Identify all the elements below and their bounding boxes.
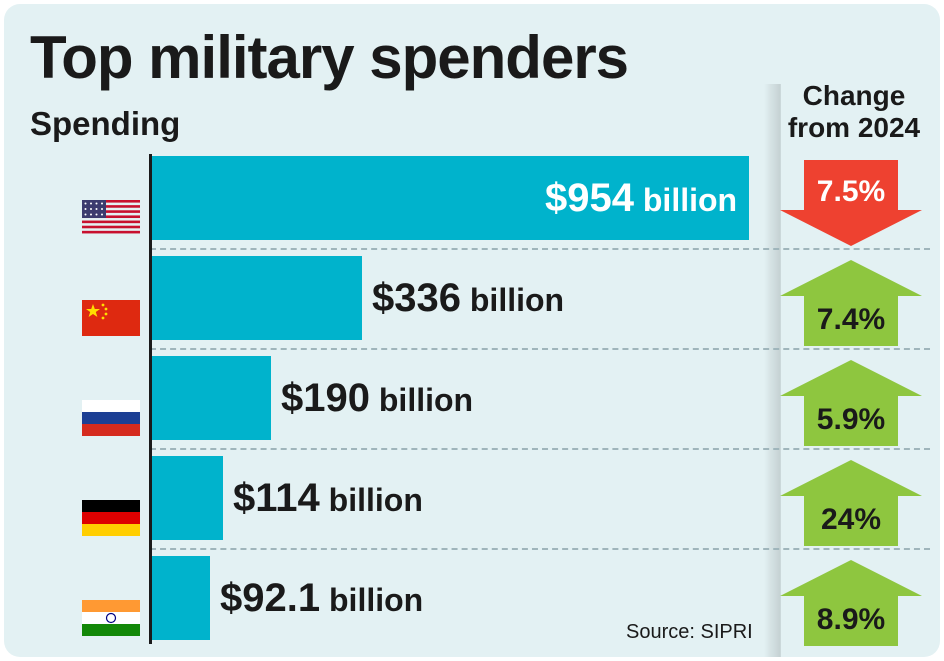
change-arrow-up-icon [780,460,922,546]
change-value-germany: 24% [820,503,882,536]
russia-flag-icon [82,400,140,436]
china-flag-icon [82,300,140,336]
source-note: Source: SIPRI [626,621,753,643]
bar-value-amount: $336 [372,276,461,320]
row-separator [150,248,930,250]
bar-value-unit: billion [319,482,423,518]
bar-value-amount: $190 [281,376,370,420]
bar-germany [152,456,223,540]
change-column-header: Change from 2024 [754,80,940,144]
chart-title: Top military spenders [30,24,629,91]
bar-usa [152,156,749,240]
row-separator [150,548,930,550]
change-arrow-down-icon [780,160,922,246]
bar-russia [152,356,271,440]
change-value-china: 7.4% [816,303,886,336]
india-flag-icon [82,600,140,636]
bar-value-label-india: $92.1 billion [220,573,423,632]
change-value-india: 8.9% [816,603,886,636]
infographic-card: Top military spenders Spending Change fr… [4,4,940,657]
bar-china [152,256,362,340]
bar-value-label-germany: $114 billion [233,473,423,532]
bar-value-label-russia: $190 billion [281,373,473,432]
bar-value-unit: billion [369,382,474,418]
column-divider [780,84,781,657]
bar-axis-line [149,154,152,644]
bar-value-unit: billion [633,182,738,218]
row-separator [150,348,930,350]
usa-flag-icon [82,200,140,234]
row-separator [150,448,930,450]
bar-value-amount: $114 [233,476,320,520]
bar-value-label-china: $336 billion [372,273,564,332]
column-divider-shadow [764,84,780,657]
change-arrow-up-icon [780,260,922,346]
spending-axis-label: Spending [30,105,181,142]
change-arrow-up-icon [780,560,922,646]
change-value-russia: 5.9% [816,403,886,436]
bar-india [152,556,210,640]
germany-flag-icon [82,500,140,536]
bar-value-amount: $92.1 [220,576,321,620]
bar-value-unit: billion [320,582,424,618]
change-header-line-2: from 2024 [787,112,921,143]
bar-value-amount: $954 [545,176,634,220]
bar-value-unit: billion [460,282,565,318]
change-arrow-up-icon [780,360,922,446]
bar-value-label-usa: $954 billion [545,173,737,232]
change-value-usa: 7.5% [816,175,886,208]
change-header-line-1: Change [802,80,906,111]
